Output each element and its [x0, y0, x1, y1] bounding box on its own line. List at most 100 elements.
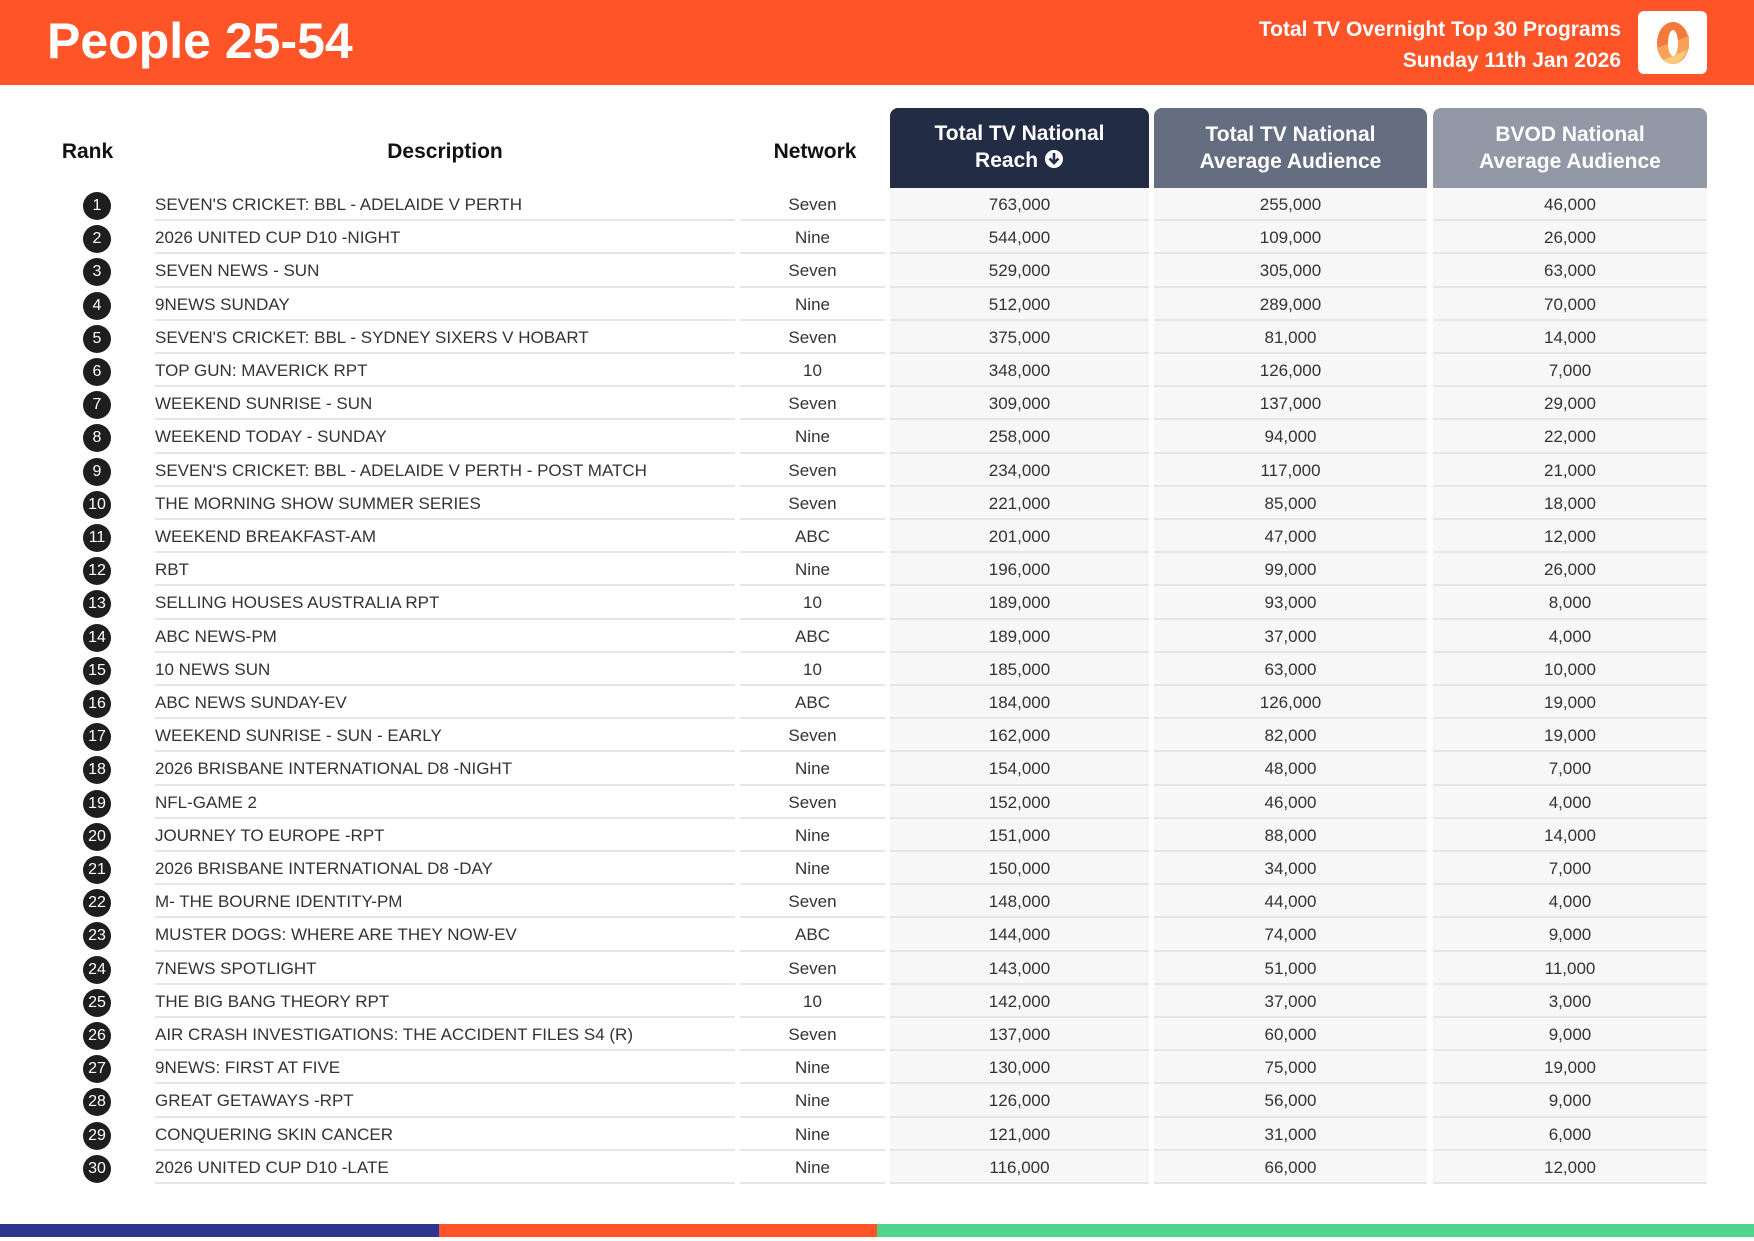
table-row: 9 SEVEN'S CRICKET: BBL - ADELAIDE V PERTH…: [0, 454, 1754, 487]
network-name: Nine: [740, 852, 885, 886]
program-description: 2026 UNITED CUP D10 -NIGHT: [155, 221, 735, 255]
network-name: Seven: [740, 786, 885, 819]
avg-audience-value: 88,000: [1154, 819, 1427, 852]
program-description: SELLING HOUSES AUSTRALIA RPT: [155, 586, 735, 620]
bvod-value: 4,000: [1433, 620, 1707, 653]
avg-audience-value: 66,000: [1154, 1151, 1427, 1184]
avg-audience-value: 289,000: [1154, 288, 1427, 321]
rank-badge: 2: [83, 225, 111, 254]
avg-audience-value: 56,000: [1154, 1084, 1427, 1118]
reach-value: 309,000: [890, 387, 1149, 421]
bvod-value: 4,000: [1433, 885, 1707, 919]
bvod-value: 18,000: [1433, 487, 1707, 520]
table-row: 4 9NEWS SUNDAY Nine 512,000 289,000 70,000: [0, 288, 1754, 321]
network-name: Nine: [740, 752, 885, 786]
network-name: Seven: [740, 885, 885, 919]
reach-column-header[interactable]: Total TV National Reach: [890, 108, 1149, 188]
avg-audience-value: 31,000: [1154, 1118, 1427, 1151]
reach-value: 142,000: [890, 985, 1149, 1018]
avg-audience-value: 47,000: [1154, 520, 1427, 554]
network-name: ABC: [740, 918, 885, 952]
rank-badge: 6: [83, 358, 111, 386]
bvod-value: 9,000: [1433, 1018, 1707, 1052]
program-description: WEEKEND BREAKFAST-AM: [155, 520, 735, 554]
program-description: AIR CRASH INVESTIGATIONS: THE ACCIDENT F…: [155, 1018, 735, 1052]
avg-audience-column-header[interactable]: Total TV National Average Audience: [1154, 108, 1427, 188]
table-row: 7 WEEKEND SUNRISE - SUN Seven 309,000 137,00…: [0, 387, 1754, 421]
reach-value: 126,000: [890, 1084, 1149, 1118]
rank-badge: 22: [83, 889, 111, 918]
table-row: 19 NFL-GAME 2 Seven 152,000 46,000 4,000: [0, 786, 1754, 819]
bvod-value: 14,000: [1433, 819, 1707, 852]
table-row: 20 JOURNEY TO EUROPE -RPT Nine 151,000 88,00…: [0, 819, 1754, 852]
table-row: 26 AIR CRASH INVESTIGATIONS: THE ACCIDENT…: [0, 1018, 1754, 1052]
table-row: 14 ABC NEWS-PM ABC 189,000 37,000 4,000: [0, 620, 1754, 653]
rank-badge: 21: [83, 856, 111, 884]
program-description: 2026 BRISBANE INTERNATIONAL D8 -NIGHT: [155, 752, 735, 786]
program-description: JOURNEY TO EUROPE -RPT: [155, 819, 735, 852]
avg-audience-value: 94,000: [1154, 420, 1427, 454]
table-row: 18 2026 BRISBANE INTERNATIONAL D8 -NIGHT N…: [0, 752, 1754, 786]
rank-badge: 15: [83, 656, 111, 685]
avg-audience-value: 109,000: [1154, 221, 1427, 255]
bvod-value: 7,000: [1433, 752, 1707, 786]
reach-value: 221,000: [890, 487, 1149, 520]
table-row: 5 SEVEN'S CRICKET: BBL - SYDNEY SIXERS V …: [0, 321, 1754, 354]
program-description: GREAT GETAWAYS -RPT: [155, 1084, 735, 1118]
network-name: Nine: [740, 221, 885, 255]
reach-header-line1: Total TV National: [934, 122, 1105, 145]
network-name: Nine: [740, 288, 885, 321]
network-name: 10: [740, 586, 885, 620]
table-row: 12 RBT Nine 196,000 99,000 26,000: [0, 553, 1754, 587]
program-description: ABC NEWS-PM: [155, 620, 735, 653]
table-row: 22 M- THE BOURNE IDENTITY-PM Seven 148,000 4…: [0, 885, 1754, 919]
program-description: 9NEWS SUNDAY: [155, 288, 735, 321]
network-column-header: Network: [773, 140, 857, 163]
avg-audience-value: 51,000: [1154, 952, 1427, 985]
network-name: Seven: [740, 188, 885, 222]
reach-value: 116,000: [890, 1151, 1149, 1184]
avg-audience-value: 82,000: [1154, 719, 1427, 753]
network-name: Seven: [740, 1018, 885, 1052]
network-name: Seven: [740, 254, 885, 288]
subtitle-line-2: Sunday 11th Jan 2026: [1402, 49, 1621, 72]
reach-value: 258,000: [890, 420, 1149, 454]
reach-value: 529,000: [890, 254, 1149, 288]
network-name: Nine: [740, 553, 885, 587]
bvod-value: 3,000: [1433, 985, 1707, 1018]
reach-value: 196,000: [890, 553, 1149, 587]
rank-badge: 14: [83, 623, 111, 652]
network-name: Nine: [740, 420, 885, 454]
avg-audience-value: 126,000: [1154, 354, 1427, 388]
rank-badge: 17: [83, 723, 111, 752]
network-name: Seven: [740, 387, 885, 421]
reach-value: 154,000: [890, 752, 1149, 786]
network-name: Seven: [740, 952, 885, 985]
program-description: SEVEN'S CRICKET: BBL - SYDNEY SIXERS V H…: [155, 321, 735, 354]
rank-badge: 10: [83, 490, 111, 519]
program-description: WEEKEND SUNRISE - SUN - EARLY: [155, 719, 735, 753]
program-description: 2026 BRISBANE INTERNATIONAL D8 -DAY: [155, 852, 735, 886]
bvod-value: 26,000: [1433, 221, 1707, 255]
bvod-value: 6,000: [1433, 1118, 1707, 1151]
sort-descending-icon[interactable]: [1044, 149, 1064, 176]
network-name: 10: [740, 354, 885, 388]
program-description: SEVEN'S CRICKET: BBL - ADELAIDE V PERTH …: [155, 454, 735, 487]
bvod-value: 11,000: [1433, 952, 1707, 985]
avg-audience-value: 305,000: [1154, 254, 1427, 288]
table-row: 27 9NEWS: FIRST AT FIVE Nine 130,000 75,000 1…: [0, 1051, 1754, 1085]
reach-value: 544,000: [890, 221, 1149, 255]
reach-value: 162,000: [890, 719, 1149, 753]
rank-badge: 24: [83, 955, 111, 984]
avg-audience-value: 37,000: [1154, 985, 1427, 1018]
bvod-value: 12,000: [1433, 1151, 1707, 1184]
bvod-value: 12,000: [1433, 520, 1707, 554]
reach-value: 512,000: [890, 288, 1149, 321]
footer-bar-blue: [0, 1224, 439, 1237]
table-row: 15 10 NEWS SUN 10 185,000 63,000 10,000: [0, 653, 1754, 686]
bvod-value: 19,000: [1433, 686, 1707, 720]
bvod-value: 22,000: [1433, 420, 1707, 454]
bvod-value: 19,000: [1433, 1051, 1707, 1085]
bvod-column-header[interactable]: BVOD National Average Audience: [1433, 108, 1707, 188]
bvod-value: 7,000: [1433, 852, 1707, 886]
